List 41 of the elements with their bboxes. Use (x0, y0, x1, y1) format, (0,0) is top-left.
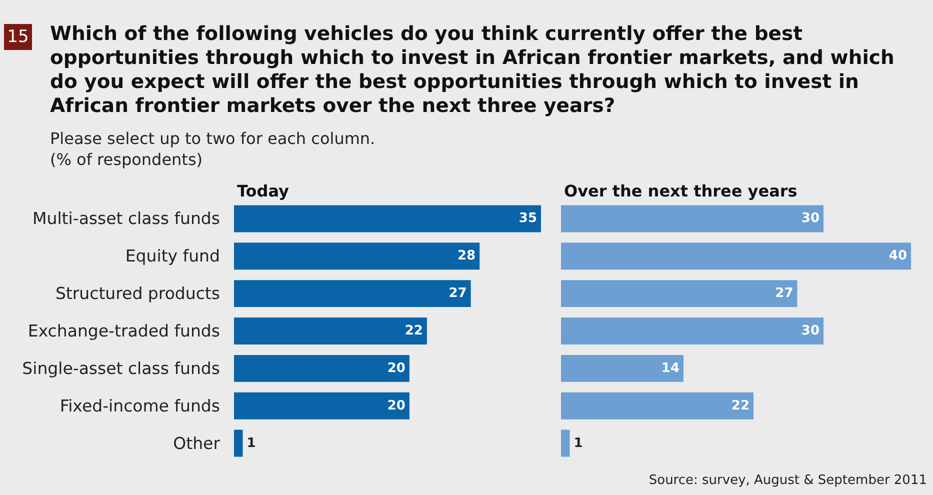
data-label: 35 (518, 211, 537, 226)
bar (234, 205, 541, 232)
text: Please select up to two for each column. (% of respondents) (50, 128, 376, 170)
bar (561, 318, 824, 344)
bar (561, 354, 684, 382)
bar (561, 430, 570, 457)
y-tick-label: Fixed-income funds (60, 396, 220, 416)
data-label: 30 (801, 324, 820, 338)
bar (234, 392, 410, 420)
data-label: 14 (661, 360, 680, 376)
chart-title: Over the next three years (564, 182, 798, 200)
bar (561, 205, 824, 232)
y-tick-label: Multi-asset class funds (32, 209, 220, 228)
text: Which of the following vehicles do you think currently offer the best opportunities through which to invest in African frontier markets, and which do you expect will offer the best opportunities through which to invest in African frontier markets over the next three years? (50, 22, 896, 118)
y-tick-label: Equity fund (125, 246, 220, 266)
y-tick-label: Structured products (55, 284, 220, 304)
y-tick-label: Exchange-traded funds (28, 322, 220, 340)
bar (561, 280, 798, 308)
data-label: 1 (246, 436, 256, 451)
bar (234, 280, 471, 308)
bar (234, 430, 243, 457)
data-label: 27 (775, 286, 794, 302)
text: 15 (4, 24, 32, 50)
bar (561, 392, 754, 420)
data-label: 30 (801, 211, 820, 226)
bar (234, 318, 427, 344)
data-label: 20 (387, 398, 406, 414)
data-label: 1 (574, 436, 583, 451)
chart-title: Today (237, 182, 290, 200)
bar (234, 354, 410, 382)
source-note: Source: survey, August & September 2011 (648, 473, 928, 488)
y-tick-label: Other (173, 434, 220, 453)
data-label: 40 (888, 248, 907, 264)
data-label: 28 (458, 248, 476, 264)
bar (561, 242, 911, 270)
bar (234, 242, 480, 270)
data-label: 27 (448, 286, 467, 302)
data-label: 22 (404, 324, 423, 338)
y-tick-label: Single-asset class funds (22, 358, 220, 378)
data-label: 20 (387, 360, 406, 376)
data-label: 22 (731, 398, 750, 414)
